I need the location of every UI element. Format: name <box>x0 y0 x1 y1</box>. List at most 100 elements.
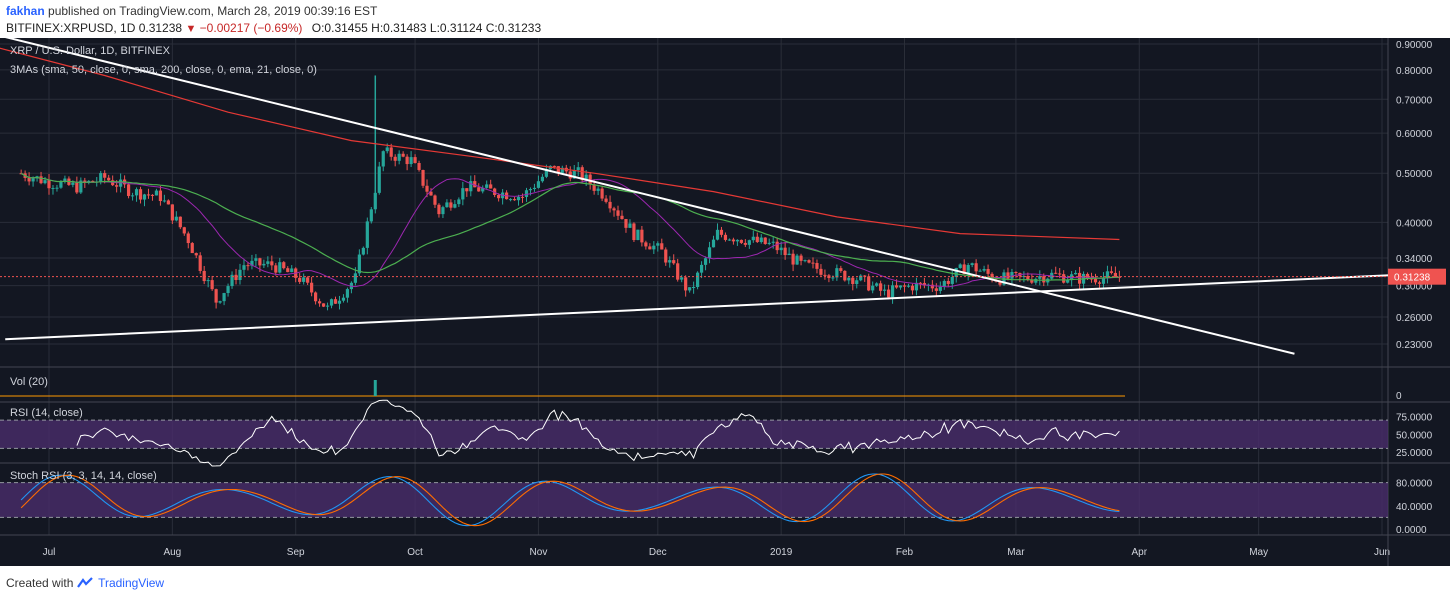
chart-canvas[interactable]: 0.90000 0.80000 0.70000 0.60000 0.50000 0.400… <box>0 38 1450 566</box>
candle-body <box>632 223 636 241</box>
ascending-trendline <box>5 273 1398 341</box>
candle-body <box>759 237 763 243</box>
sma50-line <box>20 172 1120 281</box>
price-tick-label: 0.70000 <box>1396 95 1433 106</box>
candle-body <box>755 236 759 243</box>
price-tick-label: 0.23000 <box>1396 340 1433 351</box>
candle-body <box>938 286 942 291</box>
candle-body <box>230 274 234 287</box>
candle-body <box>966 265 970 275</box>
candle-body <box>250 260 254 266</box>
volume-label: Vol (20) <box>10 376 48 388</box>
candle-body <box>290 268 294 273</box>
ema21-line <box>20 172 1120 288</box>
candle-body <box>1085 273 1090 279</box>
candle-body <box>138 189 143 200</box>
candle-body <box>974 263 978 272</box>
candle-body <box>779 247 783 251</box>
candle-body <box>612 208 616 211</box>
candle-body <box>437 204 441 215</box>
stoch-label: Stoch RSI (3, 3, 14, 14, close) <box>10 470 157 482</box>
candle-body <box>393 156 397 161</box>
candle-body <box>648 246 652 250</box>
candle-body <box>660 243 664 250</box>
candle-body <box>608 201 612 209</box>
candle-body <box>680 277 684 280</box>
time-tick-label: Dec <box>649 547 667 558</box>
candle-body <box>1113 272 1117 277</box>
candle-body <box>154 190 159 196</box>
author-name[interactable]: fakhan <box>6 4 45 18</box>
candle-body <box>875 283 879 286</box>
candle-body <box>162 200 166 202</box>
candle-body <box>516 196 521 201</box>
candle-body <box>469 181 473 192</box>
candle-body <box>556 166 560 174</box>
candle-body <box>329 299 334 306</box>
candle-body <box>497 194 501 199</box>
candle-body <box>365 221 369 248</box>
candle-body <box>847 277 851 281</box>
candle-body <box>202 270 206 282</box>
candle-body <box>262 263 266 266</box>
candle-body <box>747 240 751 245</box>
candle-body <box>51 187 55 189</box>
candle-body <box>337 300 342 304</box>
candle-body <box>198 255 202 271</box>
publish-header: fakhan published on TradingView.com, Mar… <box>6 4 377 18</box>
candle-body <box>867 276 871 291</box>
candle-body <box>1022 276 1026 278</box>
candle-body <box>524 190 529 197</box>
candle-body <box>910 285 915 291</box>
candle-body <box>982 268 986 271</box>
candle-body <box>361 247 365 255</box>
candle-body <box>421 169 425 186</box>
candle-body <box>461 188 465 200</box>
candle-body <box>600 188 604 199</box>
candle-body <box>453 204 457 208</box>
candle-body <box>803 260 807 262</box>
candle-body <box>31 178 35 182</box>
candle-body <box>978 270 982 272</box>
candle-body <box>142 194 147 200</box>
candle-body <box>234 274 238 281</box>
time-tick-label: Feb <box>896 547 914 558</box>
tradingview-brand[interactable]: TradingView <box>98 576 165 590</box>
candle-body <box>401 153 405 157</box>
candle-body <box>871 285 875 291</box>
candle-body <box>855 280 859 285</box>
candle-body <box>485 184 489 188</box>
candle-body <box>628 223 632 228</box>
candle-body <box>879 283 883 291</box>
candle-body <box>473 181 477 188</box>
candle-body <box>894 285 899 288</box>
candle-body <box>843 270 847 281</box>
candle-body <box>656 243 660 246</box>
candle-body <box>1105 271 1110 278</box>
candle-body <box>1109 271 1114 273</box>
candle-body <box>99 173 103 182</box>
candle-body <box>63 178 67 182</box>
ohlc-low: L:0.31124 <box>429 21 483 35</box>
candle-body <box>727 239 732 241</box>
stoch-k-line <box>20 473 1120 527</box>
candle-body <box>429 191 433 196</box>
candle-body <box>520 196 525 198</box>
stoch-tick-label: 0.0000 <box>1396 525 1427 536</box>
candle-body <box>532 187 537 190</box>
candle-body <box>1014 272 1018 274</box>
price-tick-label: 0.26000 <box>1396 313 1433 324</box>
candle-body <box>302 277 306 282</box>
candle-body <box>321 303 326 307</box>
rsi-tick-label: 50.0000 <box>1396 430 1433 441</box>
candle-body <box>91 180 95 183</box>
candle-body <box>676 263 680 280</box>
candle-body <box>819 268 823 275</box>
candle-body <box>1042 276 1046 283</box>
candle-body <box>1093 278 1098 283</box>
candle-body <box>703 258 708 265</box>
candle-body <box>775 241 779 251</box>
candle-body <box>75 182 79 193</box>
price-tick-label: 0.30000 <box>1396 282 1433 293</box>
candle-body <box>592 184 596 191</box>
